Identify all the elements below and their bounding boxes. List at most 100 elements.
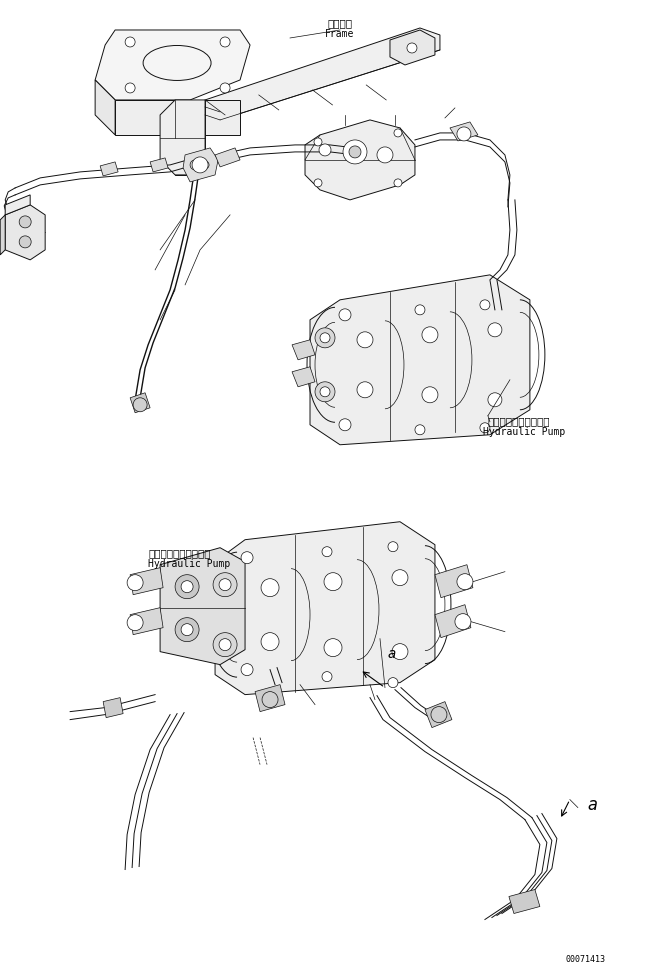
Circle shape [192, 157, 208, 173]
Circle shape [324, 638, 342, 657]
Circle shape [133, 397, 147, 412]
Polygon shape [100, 161, 118, 176]
Polygon shape [95, 80, 115, 135]
Circle shape [407, 43, 417, 53]
Circle shape [262, 691, 278, 708]
Circle shape [261, 632, 279, 651]
Circle shape [480, 423, 490, 433]
Circle shape [431, 707, 447, 722]
Circle shape [241, 663, 253, 676]
Text: 00071413: 00071413 [566, 955, 606, 964]
Circle shape [175, 618, 199, 642]
Circle shape [349, 146, 361, 158]
Text: Hydraulic Pump: Hydraulic Pump [483, 426, 565, 437]
Polygon shape [255, 685, 285, 712]
Text: ハイドロリックポンプ: ハイドロリックポンプ [488, 416, 550, 425]
Circle shape [388, 678, 398, 688]
Polygon shape [390, 30, 435, 65]
Circle shape [357, 332, 373, 348]
Polygon shape [5, 195, 30, 215]
Polygon shape [160, 100, 205, 175]
Circle shape [175, 574, 199, 599]
Circle shape [322, 672, 332, 682]
Circle shape [314, 179, 322, 187]
Circle shape [220, 37, 230, 47]
Polygon shape [160, 547, 245, 664]
Circle shape [324, 572, 342, 591]
Circle shape [181, 624, 193, 635]
Circle shape [319, 144, 331, 156]
Circle shape [480, 300, 490, 309]
Polygon shape [115, 100, 240, 135]
Circle shape [314, 138, 322, 146]
Text: a: a [388, 647, 397, 660]
Polygon shape [150, 158, 168, 172]
Circle shape [181, 580, 193, 593]
Circle shape [357, 382, 373, 397]
Circle shape [392, 570, 408, 586]
Polygon shape [130, 568, 163, 595]
Circle shape [190, 160, 200, 170]
Polygon shape [292, 339, 315, 360]
Circle shape [315, 382, 335, 401]
Circle shape [261, 578, 279, 597]
Polygon shape [183, 148, 218, 182]
Circle shape [219, 578, 231, 591]
Polygon shape [435, 604, 471, 637]
Polygon shape [215, 522, 435, 694]
Polygon shape [450, 122, 478, 141]
Circle shape [339, 419, 351, 430]
Circle shape [322, 546, 332, 557]
Circle shape [220, 83, 230, 93]
Circle shape [127, 574, 143, 591]
Circle shape [320, 387, 330, 396]
Circle shape [455, 614, 471, 630]
Circle shape [488, 323, 502, 337]
Circle shape [422, 327, 438, 343]
Circle shape [394, 179, 402, 187]
Text: フレーム: フレーム [327, 18, 352, 28]
Polygon shape [435, 565, 473, 598]
Circle shape [19, 236, 31, 248]
Circle shape [320, 333, 330, 343]
Polygon shape [130, 393, 150, 413]
Circle shape [125, 37, 135, 47]
Polygon shape [292, 366, 315, 387]
Circle shape [457, 573, 473, 590]
Polygon shape [425, 702, 452, 727]
Polygon shape [205, 28, 440, 120]
Circle shape [415, 305, 425, 315]
Polygon shape [95, 30, 250, 100]
Circle shape [315, 328, 335, 348]
Polygon shape [130, 607, 163, 634]
Polygon shape [175, 100, 205, 175]
Circle shape [392, 644, 408, 659]
Polygon shape [509, 890, 540, 914]
Circle shape [213, 632, 237, 657]
Circle shape [457, 127, 471, 141]
Circle shape [488, 393, 502, 407]
Circle shape [422, 387, 438, 403]
Circle shape [377, 147, 393, 162]
Circle shape [415, 425, 425, 435]
Text: ハイドロリックポンプ: ハイドロリックポンプ [148, 547, 211, 558]
Polygon shape [310, 275, 530, 445]
Circle shape [388, 542, 398, 552]
Circle shape [343, 140, 367, 164]
Polygon shape [103, 697, 123, 718]
Polygon shape [305, 120, 415, 200]
Text: a: a [588, 796, 598, 813]
Circle shape [241, 552, 253, 564]
Circle shape [201, 161, 209, 169]
Circle shape [127, 615, 143, 630]
Polygon shape [0, 215, 5, 255]
Polygon shape [5, 205, 45, 260]
Circle shape [339, 308, 351, 321]
Circle shape [219, 638, 231, 651]
Circle shape [19, 216, 31, 228]
Circle shape [213, 572, 237, 597]
Circle shape [394, 129, 402, 137]
Text: Frame: Frame [325, 29, 355, 39]
Text: Hydraulic Pump: Hydraulic Pump [148, 559, 230, 569]
Polygon shape [215, 148, 240, 167]
